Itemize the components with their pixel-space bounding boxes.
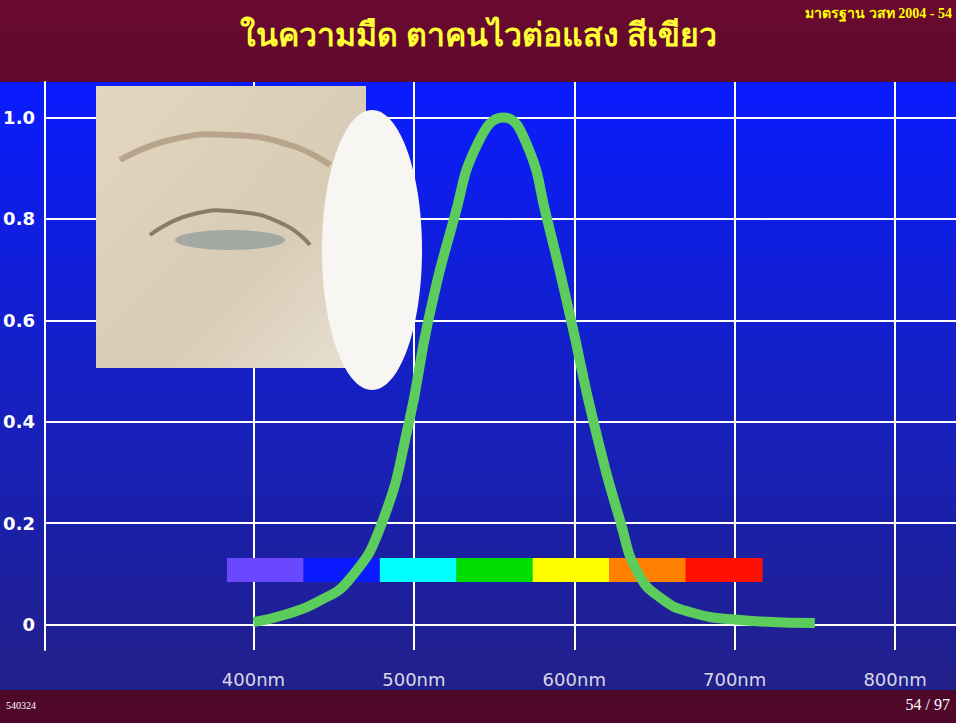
svg-text:540324: 540324 xyxy=(6,700,36,711)
svg-text:0.6: 0.6 xyxy=(3,310,35,331)
svg-text:0.4: 0.4 xyxy=(3,411,35,432)
svg-text:700nm: 700nm xyxy=(703,669,766,690)
svg-text:ในความมืด ตาคนไวต่อแสง สีเขียว: ในความมืด ตาคนไวต่อแสง สีเขียว xyxy=(240,16,717,53)
svg-text:0.2: 0.2 xyxy=(3,513,35,534)
svg-text:54 / 97: 54 / 97 xyxy=(906,696,950,713)
svg-text:800nm: 800nm xyxy=(863,669,926,690)
svg-text:0.8: 0.8 xyxy=(3,208,35,229)
svg-text:400nm: 400nm xyxy=(222,669,285,690)
svg-text:600nm: 600nm xyxy=(543,669,606,690)
svg-text:500nm: 500nm xyxy=(382,669,445,690)
svg-text:0: 0 xyxy=(22,614,35,635)
svg-text:1.0: 1.0 xyxy=(3,107,35,128)
svg-text:มาตรฐาน วสท 2004 - 54: มาตรฐาน วสท 2004 - 54 xyxy=(805,6,952,23)
